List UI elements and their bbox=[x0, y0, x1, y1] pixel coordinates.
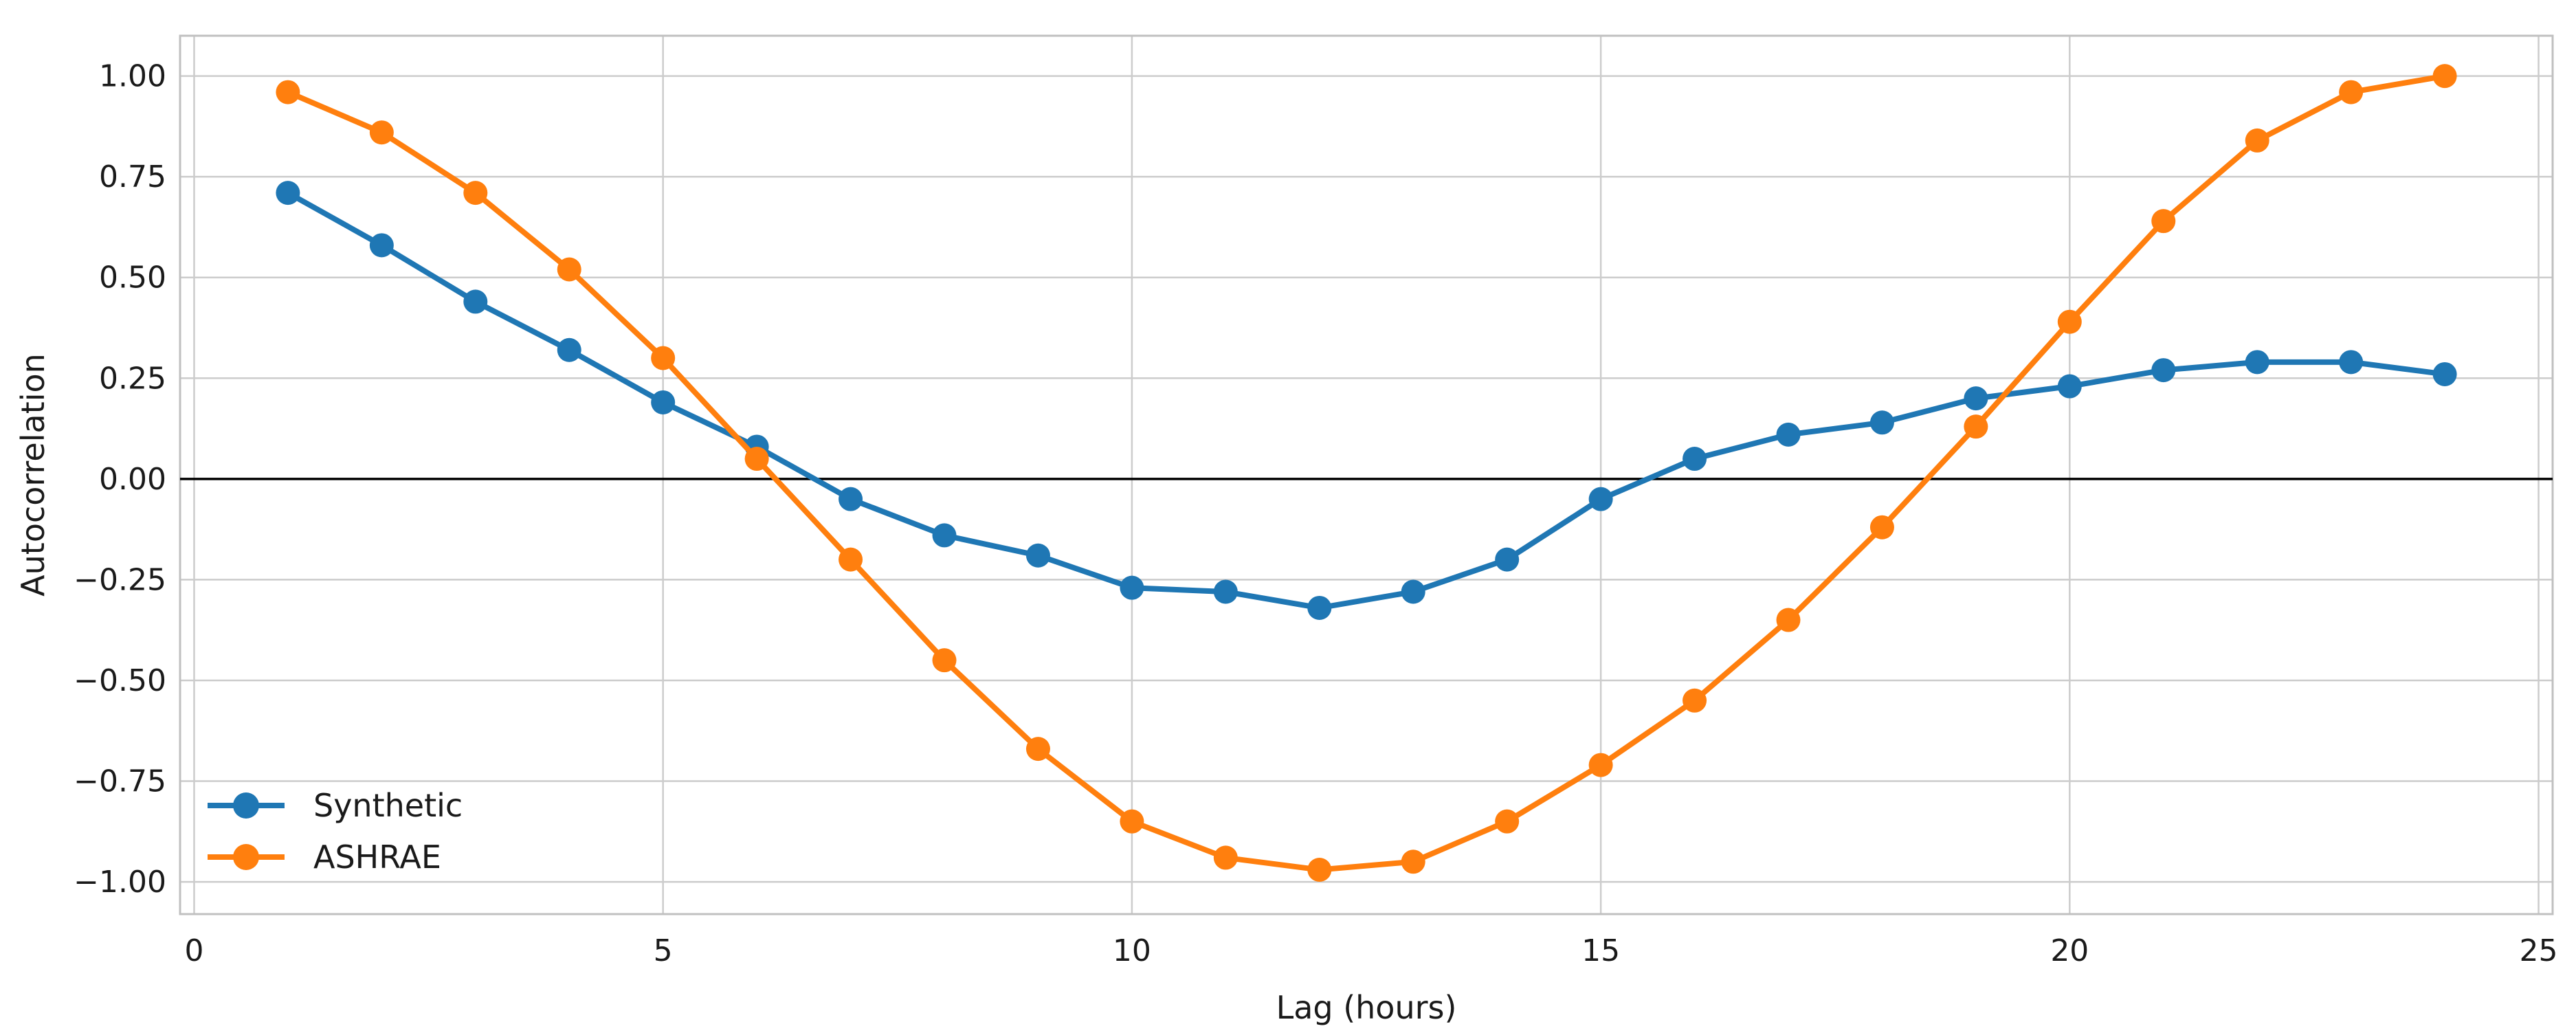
ashrae-marker bbox=[839, 547, 863, 572]
legend-label-synthetic: Synthetic bbox=[313, 787, 463, 824]
synthetic-marker bbox=[276, 181, 300, 206]
ashrae-marker bbox=[1683, 688, 1707, 713]
y-tick-label: −0.50 bbox=[74, 663, 166, 698]
x-tick-label: 5 bbox=[654, 933, 673, 968]
synthetic-line bbox=[285, 190, 2448, 611]
synthetic-marker bbox=[1495, 547, 1520, 572]
synthetic-marker bbox=[2151, 358, 2176, 383]
series-ashrae bbox=[276, 64, 2457, 882]
ashrae-marker bbox=[744, 447, 769, 471]
legend-item-synthetic: Synthetic bbox=[208, 787, 463, 824]
y-tick-label: 1.00 bbox=[99, 59, 166, 94]
synthetic-marker bbox=[2432, 362, 2457, 386]
synthetic-marker bbox=[369, 233, 394, 258]
ashrae-marker bbox=[2339, 80, 2364, 104]
synthetic-marker bbox=[2057, 374, 2082, 399]
legend: Synthetic ASHRAE bbox=[208, 787, 463, 876]
ashrae-marker bbox=[276, 80, 300, 104]
y-axis-label: Autocorrelation bbox=[14, 353, 52, 597]
gridlines bbox=[180, 36, 2553, 914]
ashrae-marker bbox=[463, 181, 488, 206]
synthetic-marker bbox=[1588, 487, 1613, 511]
ashrae-marker bbox=[1964, 414, 1988, 439]
ashrae-marker bbox=[1213, 845, 1238, 870]
ashrae-marker bbox=[932, 648, 957, 673]
series-synthetic bbox=[276, 181, 2457, 620]
ashrae-marker bbox=[2057, 309, 2082, 334]
ashrae-marker bbox=[1307, 858, 1332, 882]
y-tick-label: 0.25 bbox=[99, 361, 166, 396]
x-tick-label: 10 bbox=[1113, 933, 1151, 968]
ashrae-marker bbox=[1025, 737, 1050, 762]
x-axis-label: Lag (hours) bbox=[1276, 989, 1457, 1026]
ashrae-legend-marker-icon bbox=[233, 844, 259, 870]
synthetic-legend-marker-icon bbox=[233, 792, 259, 819]
x-tick-label: 25 bbox=[2520, 933, 2558, 968]
synthetic-marker bbox=[1964, 386, 1988, 411]
ashrae-marker bbox=[2151, 209, 2176, 234]
synthetic-marker bbox=[1307, 595, 1332, 620]
synthetic-marker bbox=[932, 523, 957, 548]
synthetic-marker bbox=[1213, 579, 1238, 604]
ashrae-marker bbox=[1401, 849, 1425, 874]
ashrae-marker bbox=[1120, 809, 1144, 834]
y-tick-label: 0.50 bbox=[99, 260, 166, 296]
ashrae-marker bbox=[651, 346, 676, 370]
ashrae-line bbox=[285, 73, 2448, 873]
ashrae-marker bbox=[1776, 608, 1801, 632]
synthetic-marker bbox=[2339, 350, 2364, 375]
y-tick-label: −0.75 bbox=[74, 764, 166, 799]
synthetic-marker bbox=[1025, 543, 1050, 568]
synthetic-marker bbox=[839, 487, 863, 511]
synthetic-marker bbox=[557, 337, 581, 362]
ashrae-marker bbox=[1869, 515, 1894, 540]
ashrae-marker bbox=[2245, 128, 2269, 153]
ashrae-marker bbox=[369, 120, 394, 145]
synthetic-marker bbox=[463, 289, 488, 314]
legend-item-ashrae: ASHRAE bbox=[208, 838, 441, 876]
y-tick-label: 0.00 bbox=[99, 462, 166, 497]
x-tick-labels: 0 5 10 15 20 25 bbox=[184, 933, 2557, 968]
synthetic-marker bbox=[2245, 350, 2269, 375]
axes-spine bbox=[179, 34, 2554, 915]
y-tick-label: 0.75 bbox=[99, 159, 166, 195]
y-tick-label: −1.00 bbox=[74, 865, 166, 900]
synthetic-marker bbox=[1120, 575, 1144, 600]
ashrae-marker bbox=[557, 257, 581, 282]
plot-border bbox=[179, 34, 2554, 915]
synthetic-marker bbox=[1776, 422, 1801, 447]
y-tick-label: −0.25 bbox=[74, 562, 166, 597]
ashrae-marker bbox=[2432, 64, 2457, 89]
synthetic-marker bbox=[651, 390, 676, 414]
synthetic-marker bbox=[1869, 410, 1894, 435]
x-tick-label: 20 bbox=[2050, 933, 2089, 968]
legend-label-ashrae: ASHRAE bbox=[313, 838, 441, 876]
x-tick-label: 15 bbox=[1581, 933, 1620, 968]
y-tick-labels: 1.00 0.75 0.50 0.25 0.00 −0.25 −0.50 −0.75 −1.00 bbox=[74, 59, 166, 900]
data-series bbox=[276, 64, 2457, 882]
synthetic-marker bbox=[1683, 447, 1707, 471]
ashrae-marker bbox=[1588, 753, 1613, 777]
ashrae-marker bbox=[1495, 809, 1520, 834]
synthetic-marker bbox=[1401, 579, 1425, 604]
x-tick-label: 0 bbox=[184, 933, 203, 968]
